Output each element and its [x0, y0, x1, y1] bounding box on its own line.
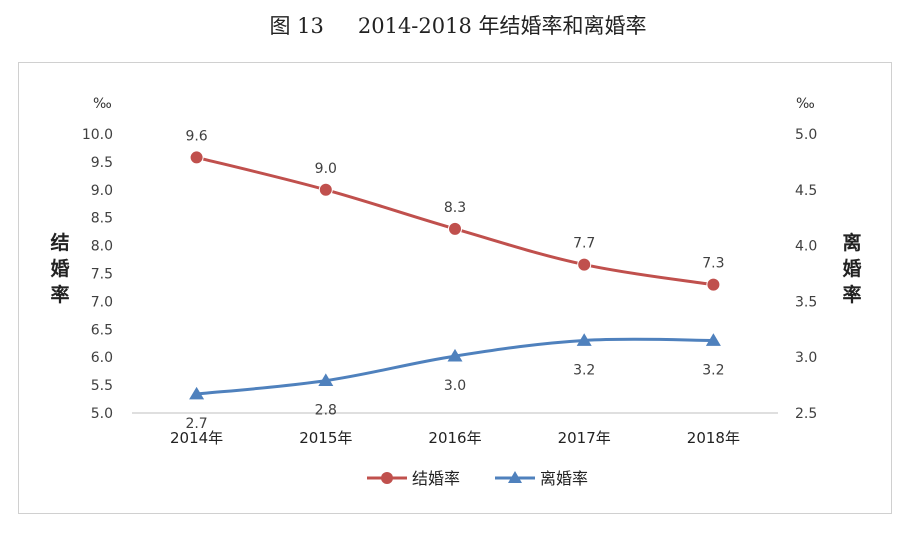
- marriage-point: [577, 257, 592, 272]
- right-axis-title: 离婚率: [840, 230, 864, 308]
- right-tick-label: 4.0: [795, 239, 817, 255]
- figure-caption: 2014-2018 年结婚率和离婚率: [357, 14, 647, 38]
- legend-marker-triangle: [508, 471, 522, 483]
- right-tick-label: 2.5: [795, 406, 817, 422]
- data-label: 8.3: [444, 200, 466, 216]
- left-tick-label: 5.5: [91, 378, 113, 394]
- x-tick-label: 2015年: [299, 429, 352, 447]
- divorce-point: [705, 333, 721, 346]
- data-label: 3.2: [702, 362, 724, 378]
- left-tick-label: 6.0: [91, 350, 113, 366]
- left-tick-label: 6.5: [91, 322, 113, 338]
- right-tick-label: 3.5: [795, 294, 817, 310]
- data-label: 7.3: [702, 256, 724, 272]
- data-label: 2.7: [185, 416, 207, 432]
- divorce-point: [318, 373, 334, 387]
- marriage-point: [318, 182, 333, 197]
- axis-title-char: 离: [842, 232, 862, 254]
- data-label: 9.6: [185, 128, 207, 144]
- left-tick-label: 9.0: [91, 183, 113, 199]
- marriage-point: [706, 277, 721, 292]
- divorce-point: [189, 386, 205, 400]
- divorce-point: [447, 348, 463, 362]
- marriage-point: [448, 221, 462, 236]
- data-label: 2.8: [315, 403, 337, 419]
- legend-label: 结婚率: [412, 469, 460, 488]
- left-tick-label: 7.0: [91, 294, 113, 310]
- legend-marker-circle: [381, 472, 393, 484]
- left-axis-title: 结婚率: [48, 230, 72, 308]
- left-axis-unit: ‰: [93, 96, 112, 112]
- x-tick-label: 2017年: [558, 429, 611, 447]
- axis-title-char: 婚: [50, 258, 70, 280]
- data-label: 3.0: [444, 378, 466, 394]
- right-tick-label: 3.0: [795, 350, 817, 366]
- left-tick-label: 8.5: [91, 211, 113, 227]
- figure-title: 图 13 2014-2018 年结婚率和离婚率: [0, 10, 916, 40]
- legend-label: 离婚率: [540, 469, 588, 488]
- left-tick-label: 7.5: [91, 267, 113, 283]
- marriage-point: [189, 150, 204, 165]
- divorce-point: [576, 333, 592, 346]
- x-tick-label: 2014年: [170, 429, 223, 447]
- chart-frame: [18, 62, 892, 514]
- left-tick-label: 9.5: [91, 155, 113, 171]
- right-tick-label: 4.5: [795, 183, 817, 199]
- axis-title-char: 率: [50, 284, 70, 306]
- data-label: 3.2: [573, 362, 595, 378]
- left-tick-label: 8.0: [91, 239, 113, 255]
- figure-number: 图 13: [269, 14, 324, 38]
- axis-title-char: 婚: [842, 258, 862, 280]
- left-tick-label: 10.0: [82, 127, 113, 143]
- axis-title-char: 率: [842, 284, 862, 306]
- right-axis-unit: ‰: [796, 96, 815, 112]
- x-tick-label: 2016年: [428, 429, 481, 447]
- data-label: 7.7: [573, 236, 595, 252]
- axis-title-char: 结: [50, 232, 70, 254]
- right-tick-label: 5.0: [795, 127, 817, 143]
- series-line-marriage: [196, 155, 714, 287]
- x-tick-label: 2018年: [687, 429, 740, 447]
- data-label: 9.0: [315, 161, 337, 177]
- left-tick-label: 5.0: [91, 406, 113, 422]
